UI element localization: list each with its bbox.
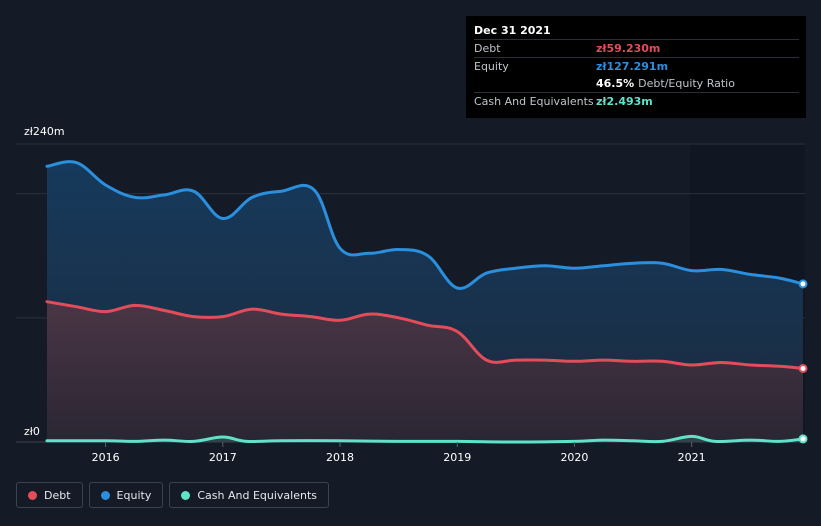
tooltip: Dec 31 2021 Debt zł59.230m Equity zł127.… xyxy=(466,16,806,118)
tooltip-date: Dec 31 2021 xyxy=(474,24,551,37)
legend-label-equity: Equity xyxy=(116,488,152,502)
x-tick-label: 2017 xyxy=(209,451,237,464)
tooltip-debt-label: Debt xyxy=(474,42,501,55)
legend: Debt Equity Cash And Equivalents xyxy=(16,482,329,510)
tooltip-row-cash: Cash And Equivalents zł2.493m xyxy=(474,92,799,110)
tooltip-cash-label: Cash And Equivalents xyxy=(474,95,594,108)
line-equity xyxy=(45,160,805,290)
legend-item-debt[interactable]: Debt xyxy=(16,482,83,508)
x-tick-label: 2018 xyxy=(326,451,354,464)
end-point-cash xyxy=(798,434,808,444)
legend-label-debt: Debt xyxy=(44,488,71,502)
tooltip-ratio-value: 46.5% xyxy=(596,77,635,90)
end-point-debt xyxy=(798,363,808,373)
x-tick-label: 2021 xyxy=(678,451,706,464)
x-tick-label: 2020 xyxy=(560,451,588,464)
tooltip-debt-value: zł59.230m xyxy=(596,42,661,55)
end-point-equity xyxy=(798,279,808,289)
legend-label-cash: Cash And Equivalents xyxy=(197,488,317,502)
legend-item-equity[interactable]: Equity xyxy=(88,482,164,508)
tooltip-cash-value: zł2.493m xyxy=(596,95,653,108)
x-tick-label: 2016 xyxy=(92,451,120,464)
legend-dot-cash xyxy=(181,490,191,500)
tooltip-row-ratio: 46.5% Debt/Equity Ratio xyxy=(474,75,799,92)
tooltip-equity-label: Equity xyxy=(474,60,509,73)
y-label-bottom: zł0 xyxy=(24,425,40,438)
tooltip-row-equity: Equity zł127.291m xyxy=(474,57,799,75)
legend-item-cash[interactable]: Cash And Equivalents xyxy=(169,482,329,508)
y-label-top: zł240m xyxy=(24,125,65,138)
line-cash xyxy=(45,434,805,444)
tooltip-row-debt: Debt zł59.230m xyxy=(474,39,799,57)
line-debt xyxy=(45,300,805,370)
tooltip-ratio-label: Debt/Equity Ratio xyxy=(638,77,735,90)
tooltip-equity-value: zł127.291m xyxy=(596,60,669,73)
x-tick-label: 2019 xyxy=(443,451,471,464)
area-debt xyxy=(47,301,803,442)
legend-dot-debt xyxy=(28,490,37,500)
legend-dot-equity xyxy=(100,490,110,500)
